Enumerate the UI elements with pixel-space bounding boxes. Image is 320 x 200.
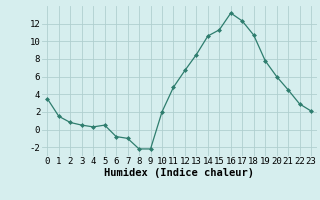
X-axis label: Humidex (Indice chaleur): Humidex (Indice chaleur) [104, 168, 254, 178]
